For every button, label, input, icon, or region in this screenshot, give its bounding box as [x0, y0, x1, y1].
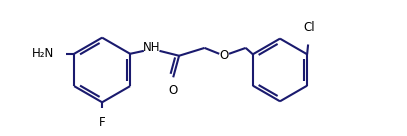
Text: O: O	[168, 84, 178, 97]
Text: NH: NH	[143, 41, 160, 54]
Text: H₂N: H₂N	[32, 47, 55, 60]
Text: F: F	[99, 116, 105, 129]
Text: O: O	[219, 49, 229, 62]
Text: Cl: Cl	[303, 21, 315, 34]
